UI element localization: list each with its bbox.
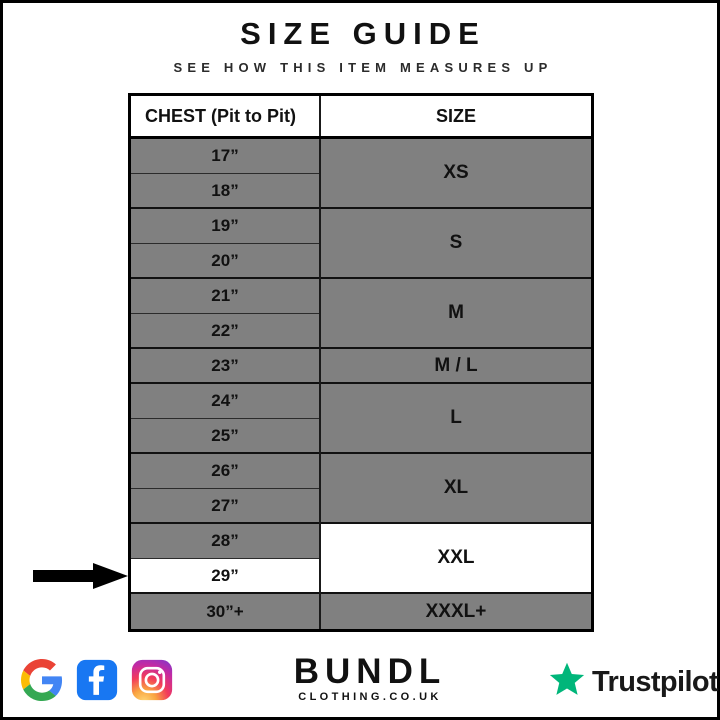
chest-cell: 23” [131,349,319,384]
trustpilot-star-icon [549,661,585,702]
size-column: XS S M M / L L XL XXL XXXL+ [321,139,591,629]
social-links [21,659,173,701]
size-cell: XS [321,139,591,209]
chest-cell: 19” [131,209,319,244]
size-cell: L [321,384,591,454]
table-header-row: CHEST (Pit to Pit) SIZE [131,96,591,139]
size-cell: S [321,209,591,279]
google-icon[interactable] [21,659,63,701]
brand-logo: BUNDL CLOTHING.CO.UK [275,653,465,704]
brand-domain: CLOTHING.CO.UK [298,691,442,703]
page-subtitle: SEE HOW THIS ITEM MEASURES UP [173,60,553,75]
trustpilot-logo[interactable]: Trustpilot [549,661,719,702]
size-cell: M [321,279,591,349]
page-footer: BUNDL CLOTHING.CO.UK Trustpilot [3,643,720,715]
table-body: 17” 18” 19” 20” 21” 22” 23” 24” 25” 26” 27” 28” 29” 3… [131,139,591,629]
page-header: SIZE GUIDE SEE HOW THIS ITEM MEASURES UP [3,17,720,76]
chest-cell: 24” [131,384,319,419]
size-cell: XXL [321,524,591,594]
chest-cell: 21” [131,279,319,314]
chest-cell: 28” [131,524,319,559]
column-header-size: SIZE [321,96,591,136]
chest-cell: 17” [131,139,319,174]
chest-cell: 18” [131,174,319,209]
column-header-chest: CHEST (Pit to Pit) [131,96,321,136]
size-cell: XL [321,454,591,524]
chest-column: 17” 18” 19” 20” 21” 22” 23” 24” 25” 26” 27” 28” 29” 3… [131,139,321,629]
chest-cell: 20” [131,244,319,279]
chest-cell: 30”+ [131,594,319,629]
size-cell: XXXL+ [321,594,591,629]
facebook-icon[interactable] [76,659,118,701]
arrow-indicator [33,563,128,589]
size-cell: M / L [321,349,591,384]
trustpilot-name: Trustpilot [592,665,719,698]
chest-cell: 26” [131,454,319,489]
chest-cell: 22” [131,314,319,349]
size-guide-table: CHEST (Pit to Pit) SIZE 17” 18” 19” 20” 21” 2… [128,93,594,632]
page-title: SIZE GUIDE [240,16,486,51]
chest-cell: 25” [131,419,319,454]
chest-cell: 29” [131,559,319,594]
instagram-icon[interactable] [131,659,173,701]
brand-name: BUNDL [293,652,447,691]
chest-cell: 27” [131,489,319,524]
